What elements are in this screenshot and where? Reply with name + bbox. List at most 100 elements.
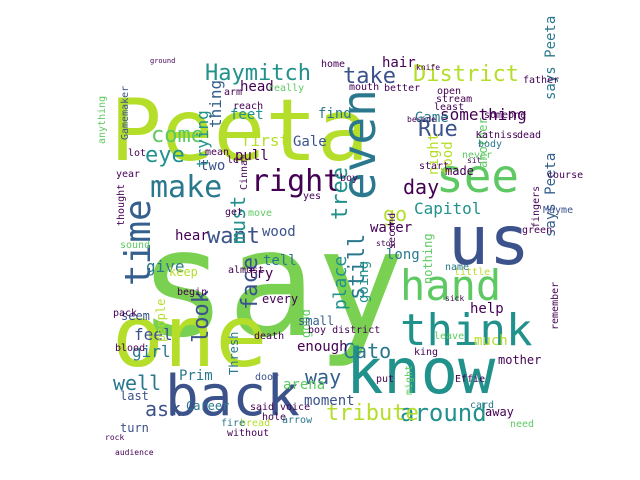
word-make: make — [150, 170, 222, 205]
word-want: want — [207, 224, 260, 249]
word-head: head — [240, 79, 274, 95]
word-home: home — [321, 59, 345, 70]
word-blood: blood — [115, 343, 145, 354]
word-audience: audience — [115, 448, 154, 457]
word-course: course — [547, 170, 583, 181]
word-something: something — [440, 105, 527, 124]
word-two: two — [200, 158, 225, 174]
word-might: might — [404, 365, 415, 395]
word-back: back — [165, 364, 300, 429]
word-need: need — [510, 419, 534, 430]
word-bread: bread — [240, 418, 270, 429]
word-hair: hair — [382, 55, 416, 71]
word-help: help — [470, 301, 504, 317]
word-take: take — [343, 64, 396, 89]
word-arrow: arrow — [282, 415, 313, 426]
word-going: going — [356, 261, 372, 303]
word-long: long — [386, 247, 420, 263]
word-hear: hear — [175, 228, 209, 244]
word-rock: rock — [105, 433, 124, 442]
word-away: away — [485, 405, 514, 419]
word-card: card — [470, 400, 494, 411]
word-move: move — [248, 208, 272, 219]
word-sit: sit — [467, 156, 482, 165]
word-anything: anything — [97, 96, 108, 144]
word-peeta: Peeta — [110, 81, 369, 181]
word-mayme: Mayme — [543, 205, 573, 216]
word-says-peeta: says Peeta — [543, 153, 559, 237]
word-begin: begin — [177, 287, 207, 298]
word-beside: beside — [407, 115, 436, 124]
word-find: find — [318, 106, 352, 122]
word-arm: arm — [224, 87, 242, 98]
word-even: even — [332, 89, 386, 200]
word-thought: thought — [116, 184, 127, 226]
word-us: us — [448, 202, 530, 281]
word-well: well — [113, 371, 161, 395]
word-name: name — [445, 262, 469, 273]
word-get: get — [225, 207, 243, 218]
word-come: come — [151, 123, 204, 148]
word-still: still — [345, 234, 370, 300]
word-better: better — [384, 83, 420, 94]
word-capitol: Capitol — [414, 199, 481, 218]
word-small: small — [298, 314, 334, 328]
word-game: Game — [415, 110, 449, 126]
word-hole: hole — [262, 412, 286, 423]
word-year: year — [116, 169, 140, 180]
word-green: green — [522, 225, 552, 236]
word-body: body — [478, 139, 502, 150]
word-little: little — [454, 267, 490, 278]
word-lot: lot — [128, 148, 146, 159]
word-one: one — [112, 287, 267, 387]
word-career: Career — [186, 399, 229, 413]
word-girl: girl — [132, 342, 171, 361]
word-without: without — [227, 428, 269, 439]
word-mean: mean — [205, 147, 229, 158]
word-feet: feet — [230, 107, 264, 123]
word-way: way — [305, 365, 341, 389]
word-arena: arena — [283, 377, 325, 393]
word-right: right — [251, 164, 341, 199]
word-gamemaker: Gamemaker — [120, 86, 131, 140]
word-much: much — [474, 333, 508, 349]
word-said: said — [250, 402, 274, 413]
word-ground: ground — [150, 57, 175, 65]
word-moment: moment — [304, 393, 355, 409]
word-night: night — [426, 133, 442, 175]
word-haymitch: Haymitch — [205, 61, 311, 86]
word-fingers: fingers — [531, 186, 542, 228]
word-last: last — [120, 389, 149, 403]
word-wood: wood — [262, 224, 296, 240]
word-good: good — [299, 309, 313, 338]
word-thing: thing — [206, 80, 225, 128]
word-death: death — [254, 331, 284, 342]
word-father: father — [523, 75, 559, 86]
word-boy-district: boy district — [308, 325, 380, 336]
word-know: know — [346, 335, 496, 408]
word-water: water — [370, 220, 412, 236]
word-enough: enough — [297, 339, 348, 355]
word-cinna: Cinna — [239, 160, 250, 190]
word-tree: tree — [328, 167, 353, 220]
word-turn: turn — [120, 421, 149, 435]
word-face: face — [238, 257, 263, 310]
word-give: give — [146, 257, 185, 276]
word-eye: eye — [145, 143, 185, 168]
word-keep: keep — [169, 265, 198, 279]
word-place: place — [330, 256, 351, 310]
word-boy: boy — [340, 173, 358, 184]
word-sound: sound — [120, 240, 150, 251]
word-effie: Effie — [455, 374, 485, 385]
word-time: time — [118, 199, 159, 286]
word-says-peeta: says Peeta — [543, 16, 559, 100]
word-stop: stop — [376, 239, 395, 248]
word-lef: lef — [227, 155, 245, 166]
word-pull: pull — [235, 148, 269, 164]
word-fire: fire — [221, 418, 245, 429]
word-remember: remember — [550, 282, 561, 330]
word-start: start — [419, 161, 449, 172]
word-mother: mother — [498, 353, 541, 367]
word-knife: knife — [416, 63, 440, 72]
